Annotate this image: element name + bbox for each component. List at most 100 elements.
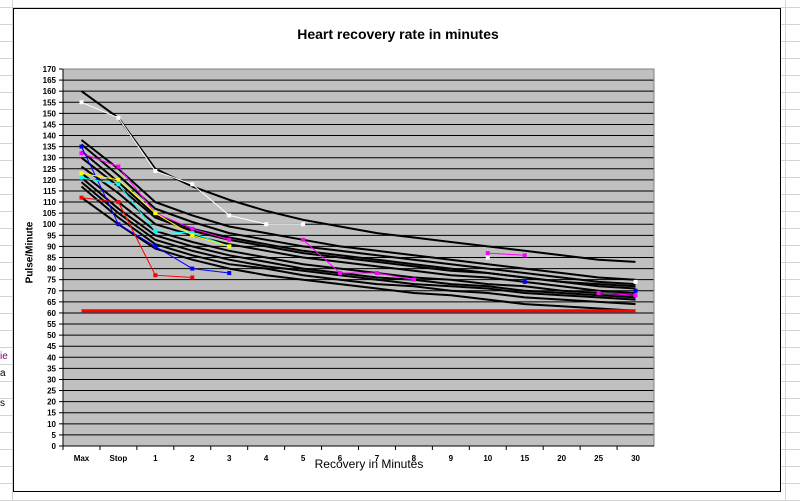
y-tick-label: 15 <box>47 409 56 418</box>
x-tick-label: Stop <box>110 454 128 463</box>
cell-fragment-1: ie <box>0 351 8 362</box>
x-tick-label: 30 <box>631 454 640 463</box>
y-tick-label: 100 <box>43 220 57 229</box>
data-point <box>338 271 343 276</box>
trend-line <box>80 185 636 306</box>
data-point <box>116 222 121 227</box>
y-tick-label: 125 <box>43 165 57 174</box>
data-point <box>485 255 490 260</box>
trend-line <box>80 172 636 297</box>
data-point <box>153 169 158 174</box>
x-tick-label: 6 <box>338 454 343 463</box>
trend-line <box>80 143 636 286</box>
data-point <box>633 279 638 284</box>
y-tick-label: 145 <box>43 120 57 129</box>
trend-line <box>80 181 636 301</box>
data-point <box>301 222 306 227</box>
y-tick-label: 150 <box>43 109 57 118</box>
data-point <box>190 266 195 271</box>
data-point <box>633 293 638 298</box>
y-tick-label: 95 <box>47 231 56 240</box>
data-point <box>190 233 195 238</box>
y-tick-label: 35 <box>47 364 56 373</box>
chart-area[interactable]: Heart recovery rate in minutes Pulse/Min… <box>13 8 781 492</box>
x-tick-label: 9 <box>449 454 454 463</box>
data-point <box>116 164 121 169</box>
y-tick-label: 50 <box>47 331 56 340</box>
data-point <box>301 237 306 242</box>
data-point <box>116 115 121 120</box>
y-tick-label: 70 <box>47 287 56 296</box>
data-point <box>190 275 195 280</box>
data-point <box>190 231 195 236</box>
y-tick-label: 110 <box>43 198 56 207</box>
data-point <box>227 213 232 218</box>
data-point <box>79 171 84 176</box>
y-tick-label: 135 <box>43 143 57 152</box>
y-tick-label: 80 <box>47 265 56 274</box>
x-axis-label: Recovery in Minutes <box>314 457 424 471</box>
x-tick-label: 7 <box>375 454 380 463</box>
y-tick-label: 160 <box>43 87 57 96</box>
y-tick-label: 60 <box>47 309 56 318</box>
trend-line <box>80 196 636 312</box>
y-tick-label: 65 <box>47 298 56 307</box>
data-point <box>522 279 527 284</box>
data-point <box>116 200 121 205</box>
data-point <box>190 182 195 187</box>
cell-fragment-3: s <box>0 398 5 409</box>
y-tick-label: 5 <box>52 431 57 440</box>
x-tick-label: 1 <box>153 454 158 463</box>
y-tick-label: 20 <box>47 398 56 407</box>
y-tick-label: 30 <box>47 375 56 384</box>
y-tick-label: 120 <box>43 176 57 185</box>
y-tick-label: 45 <box>47 342 56 351</box>
observed-series-line <box>81 197 193 278</box>
x-tick-label: 10 <box>483 454 492 463</box>
y-tick-label: 10 <box>47 420 56 429</box>
y-tick-label: 155 <box>43 98 57 107</box>
data-point <box>411 277 416 282</box>
y-tick-label: 0 <box>52 442 57 451</box>
plot-svg[interactable]: 0510152025303540455055606570758085909510… <box>14 9 780 491</box>
y-tick-label: 165 <box>43 76 57 85</box>
data-point <box>79 100 84 105</box>
data-point <box>153 211 158 216</box>
y-tick-label: 40 <box>47 353 56 362</box>
data-point <box>596 290 601 295</box>
x-tick-label: 20 <box>557 454 566 463</box>
y-tick-label: 105 <box>43 209 57 218</box>
x-tick-label: 8 <box>412 454 417 463</box>
data-point <box>116 177 121 182</box>
chart-title: Heart recovery rate in minutes <box>297 26 499 42</box>
x-tick-label: 5 <box>301 454 306 463</box>
x-tick-label: 25 <box>594 454 603 463</box>
x-tick-label: Max <box>74 454 90 463</box>
data-point <box>522 253 527 258</box>
y-tick-label: 140 <box>43 132 57 141</box>
data-point <box>227 244 232 249</box>
y-tick-label: 170 <box>43 65 57 74</box>
data-point <box>116 182 121 187</box>
data-point <box>374 271 379 276</box>
trend-line <box>80 165 636 294</box>
y-tick-label: 115 <box>43 187 56 196</box>
y-tick-label: 55 <box>47 320 56 329</box>
x-tick-label: 15 <box>520 454 529 463</box>
y-tick-label: 75 <box>47 276 56 285</box>
x-tick-label: 3 <box>227 454 232 463</box>
y-tick-label: 25 <box>47 387 56 396</box>
data-point <box>79 195 84 200</box>
data-point <box>79 144 84 149</box>
cell-fragment-2: a <box>0 368 6 379</box>
data-point <box>190 226 195 231</box>
data-point <box>264 222 269 227</box>
data-point <box>153 244 158 249</box>
x-tick-label: 4 <box>264 454 269 463</box>
y-tick-label: 130 <box>43 154 57 163</box>
y-tick-label: 90 <box>47 242 56 251</box>
data-point <box>79 151 84 156</box>
x-tick-label: 2 <box>190 454 195 463</box>
trend-line <box>80 139 636 281</box>
data-point <box>227 271 232 276</box>
